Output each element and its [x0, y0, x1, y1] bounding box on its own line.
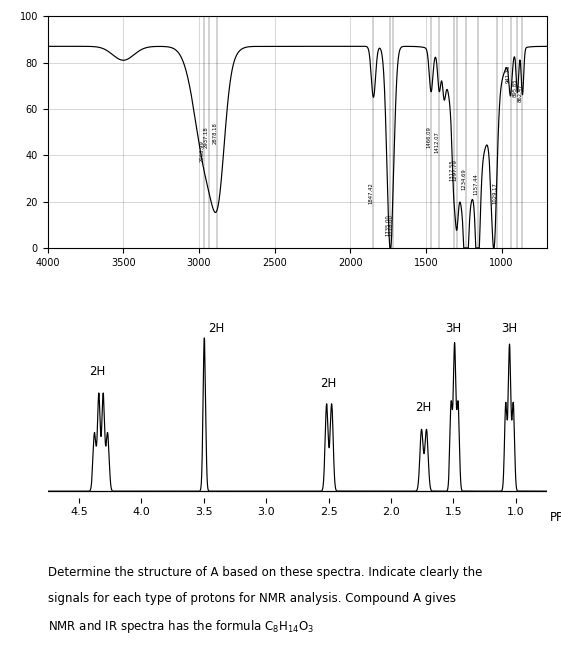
Text: signals for each type of protons for NMR analysis. Compound A gives: signals for each type of protons for NMR… — [48, 592, 456, 605]
Text: 1412.07: 1412.07 — [435, 131, 440, 153]
Text: 862.47: 862.47 — [518, 84, 523, 102]
Text: 1718.00: 1718.00 — [388, 214, 393, 236]
Text: 3H: 3H — [445, 322, 461, 335]
Text: 2H: 2H — [90, 365, 105, 378]
Text: NMR and IR spectra has the formula C$_8$H$_{14}$O$_3$: NMR and IR spectra has the formula C$_8$… — [48, 618, 314, 635]
Text: 2H: 2H — [208, 322, 224, 335]
Text: 1847.42: 1847.42 — [369, 182, 374, 204]
Text: 2H: 2H — [415, 401, 431, 414]
Text: 1234.69: 1234.69 — [462, 168, 467, 190]
Text: 1157.44: 1157.44 — [473, 173, 479, 195]
Text: 941.38: 941.38 — [506, 65, 511, 84]
Text: 1466.09: 1466.09 — [426, 127, 431, 148]
Text: 895.85: 895.85 — [513, 79, 518, 97]
Text: 2H: 2H — [320, 376, 337, 389]
Text: 1735.00: 1735.00 — [386, 215, 391, 236]
Text: Determine the structure of A based on these spectra. Indicate clearly the: Determine the structure of A based on th… — [48, 567, 482, 580]
Text: 2968.99: 2968.99 — [199, 140, 204, 162]
Text: 2937.18: 2937.18 — [204, 127, 209, 148]
Text: PPM: PPM — [549, 511, 561, 524]
Text: 1297.79: 1297.79 — [452, 159, 457, 180]
Text: 2878.18: 2878.18 — [213, 122, 218, 143]
Text: 1317.55: 1317.55 — [449, 159, 454, 180]
Text: 3H: 3H — [502, 322, 518, 335]
Text: 1029.17: 1029.17 — [493, 182, 498, 204]
